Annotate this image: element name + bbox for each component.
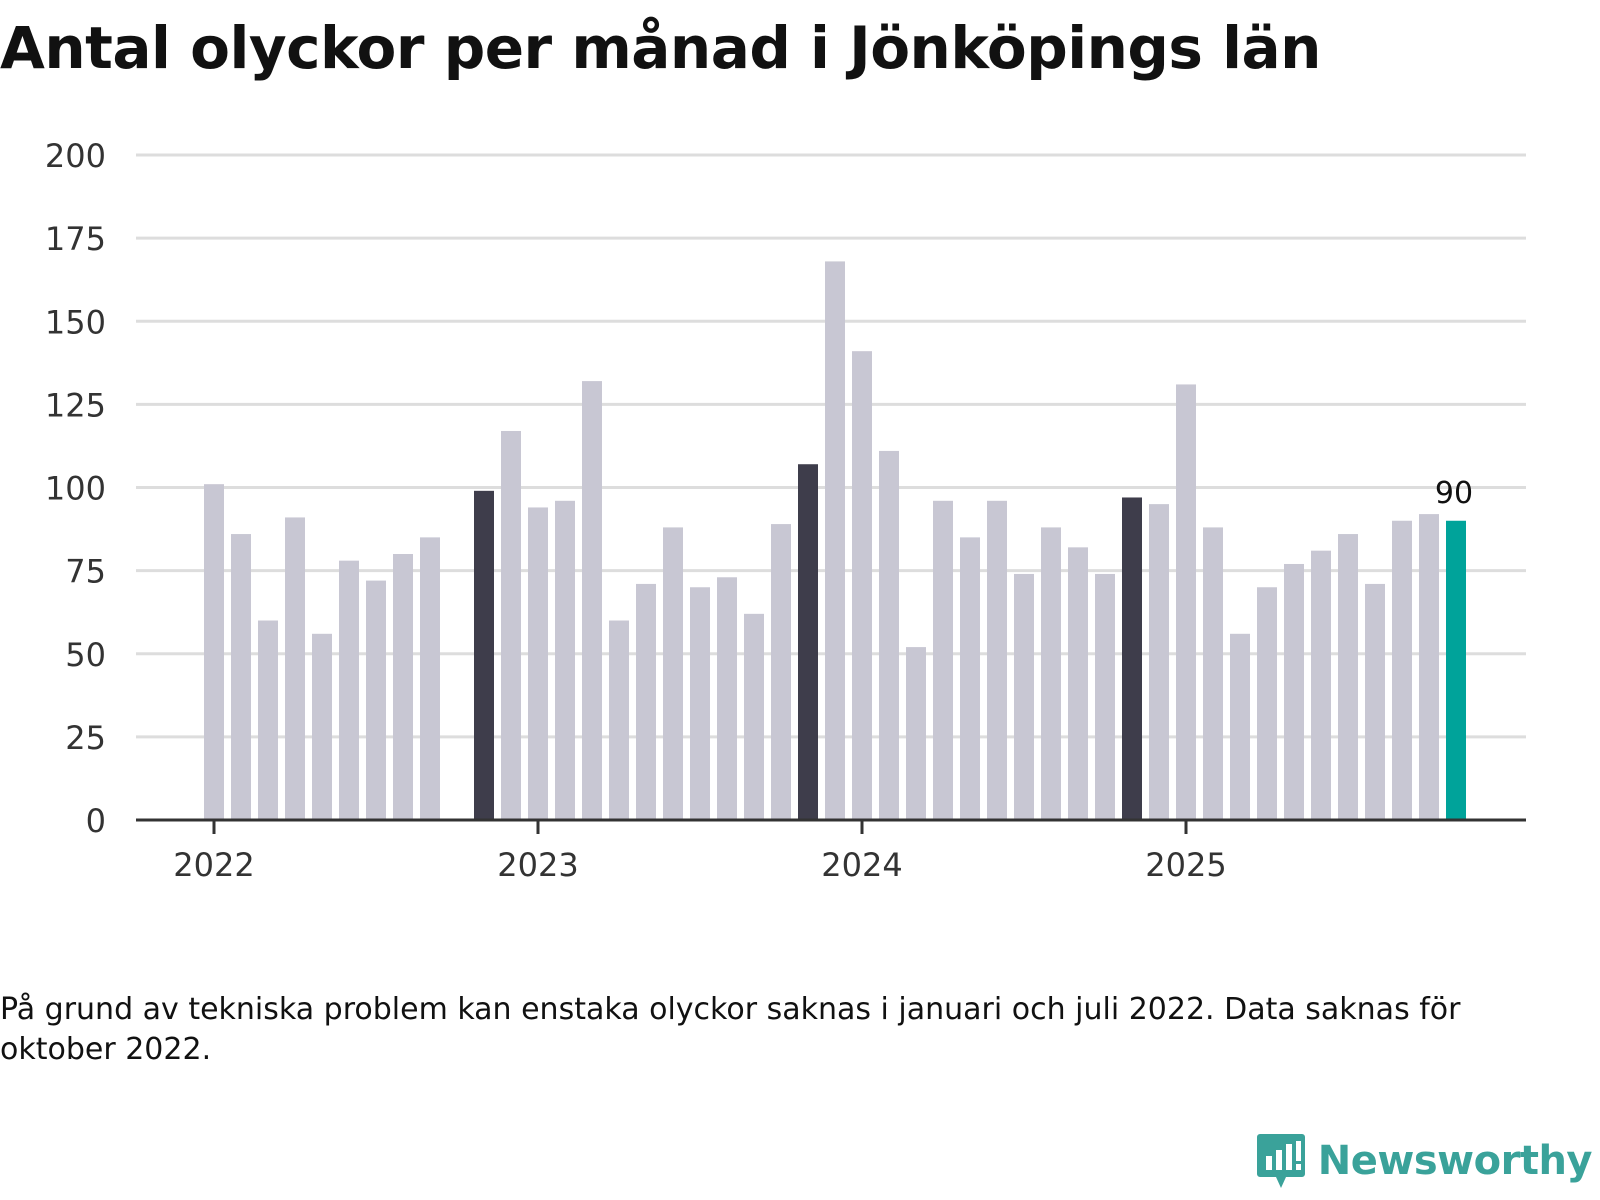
bar-2024-12 [1149,504,1169,820]
bar-2024-04 [933,500,953,820]
bar-2022-06 [339,560,359,820]
bar-2025-04 [1257,587,1277,820]
bar-2022-05 [312,633,332,820]
bar-2022-02 [231,534,251,820]
bar-2022-12 [501,430,521,820]
y-tick-label: 0 [86,802,106,840]
bar-2024-07 [1014,573,1034,820]
bar-2024-03 [906,647,926,820]
bar-2023-03 [582,381,602,820]
bar-2025-07 [1338,534,1358,820]
bar-2023-07 [690,587,710,820]
y-tick-label: 50 [65,636,106,674]
bar-2022-08 [393,554,413,820]
y-tick-label: 175 [45,220,106,258]
bar-2022-11 [474,490,494,820]
bar-2025-08 [1365,583,1385,820]
brand-logo: Newsworthy [1256,1132,1593,1190]
bar-2023-10 [771,524,791,820]
x-tick-label: 2025 [1145,846,1226,884]
x-tick-label: 2023 [497,846,578,884]
y-tick-label: 200 [45,137,106,175]
bar-2025-10 [1419,514,1439,820]
y-tick-label: 150 [45,303,106,341]
x-tick-label: 2024 [821,846,902,884]
x-tick-label: 2022 [173,846,254,884]
y-tick-label: 125 [45,386,106,424]
bar-2025-09 [1392,520,1412,820]
bar-2025-05 [1284,563,1304,820]
bar-2024-05 [960,537,980,820]
bars [204,261,1466,820]
bar-2025-01 [1176,384,1196,820]
axes [136,818,1526,834]
bar-2023-11 [798,464,818,820]
bar-2023-05 [636,583,656,820]
bar-2024-10 [1095,573,1115,820]
labels: 0 25 50 75 100 125 150 175 200 2022 2023 2024 2025 90 [45,137,1473,884]
bar-chart: 0 25 50 75 100 125 150 175 200 2022 2023 2024 2025 90 [45,137,1526,884]
bar-2022-09 [420,537,440,820]
bar-2025-02 [1203,527,1223,820]
bar-2022-07 [366,580,386,820]
y-tick-label: 100 [45,470,106,508]
footnote: På grund av tekniska problem kan enstaka… [0,992,1461,1067]
bar-2023-04 [609,620,629,820]
bar-2025-11 [1446,520,1466,820]
brand-name: Newsworthy [1317,1138,1593,1184]
newsworthy-logo-icon [1256,1134,1305,1188]
chart-title: Antal olyckor per månad i Jönköpings län [0,14,1321,82]
bar-2024-09 [1068,547,1088,820]
bar-2025-06 [1311,550,1331,820]
bar-2024-06 [987,500,1007,820]
bar-2023-08 [717,577,737,820]
bar-2024-08 [1041,527,1061,820]
bar-2022-01 [204,484,224,820]
bar-2023-01 [528,507,548,820]
bar-2025-03 [1230,633,1250,820]
bar-2022-03 [258,620,278,820]
y-tick-label: 75 [65,553,106,591]
bar-2024-11 [1122,497,1142,820]
bar-2022-04 [285,517,305,820]
y-tick-label: 25 [65,719,106,757]
bar-2023-06 [663,527,683,820]
latest-value-label: 90 [1435,476,1473,511]
bar-2023-12 [825,261,845,820]
bar-2023-02 [555,500,575,820]
bar-2023-09 [744,613,764,820]
bar-2024-01 [852,351,872,820]
bar-2024-02 [879,450,899,820]
